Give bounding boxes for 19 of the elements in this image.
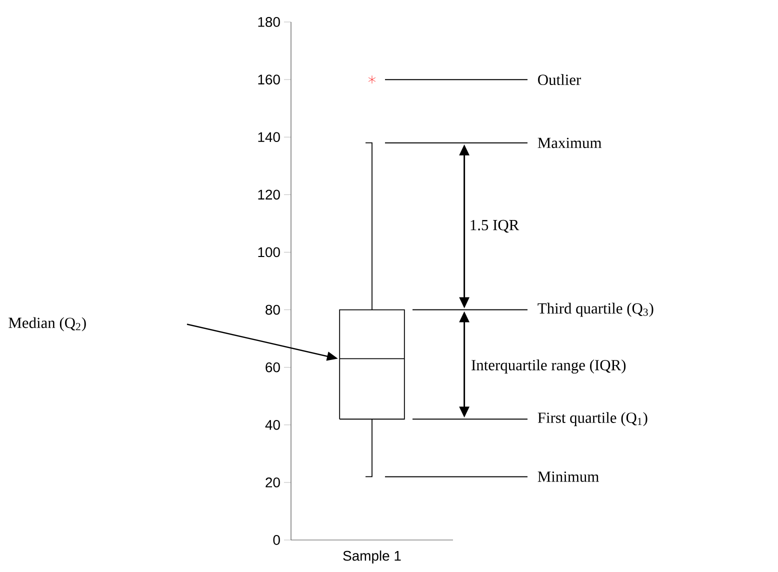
y-tick-label: 60	[266, 362, 280, 372]
y-tick-label: 180	[258, 17, 280, 27]
y-tick-label: 20	[266, 477, 280, 488]
text: First quartile (Q$_{1}$)	[538, 412, 648, 426]
y-tick-label: 120	[258, 190, 280, 200]
text: Median (Q$_{2}$)	[8, 317, 86, 332]
y-tick-label: 80	[266, 304, 280, 315]
y-tick-label: 0	[273, 535, 280, 545]
y-tick-label: 40	[265, 420, 280, 430]
y-tick-label: 100	[258, 247, 280, 258]
text: Minimum	[538, 472, 599, 482]
text: Outlier	[538, 74, 582, 86]
y-tick-label: 160	[258, 74, 280, 84]
text: 1.5 IQR	[470, 220, 520, 233]
text: Maximum	[538, 138, 602, 148]
text: Interquartile range (IQR)	[472, 359, 626, 374]
x-tick-label: Sample 1	[343, 550, 401, 564]
text: Third quartile (Q$_{3}$)	[538, 302, 654, 317]
y-tick-label: 140	[258, 132, 280, 142]
